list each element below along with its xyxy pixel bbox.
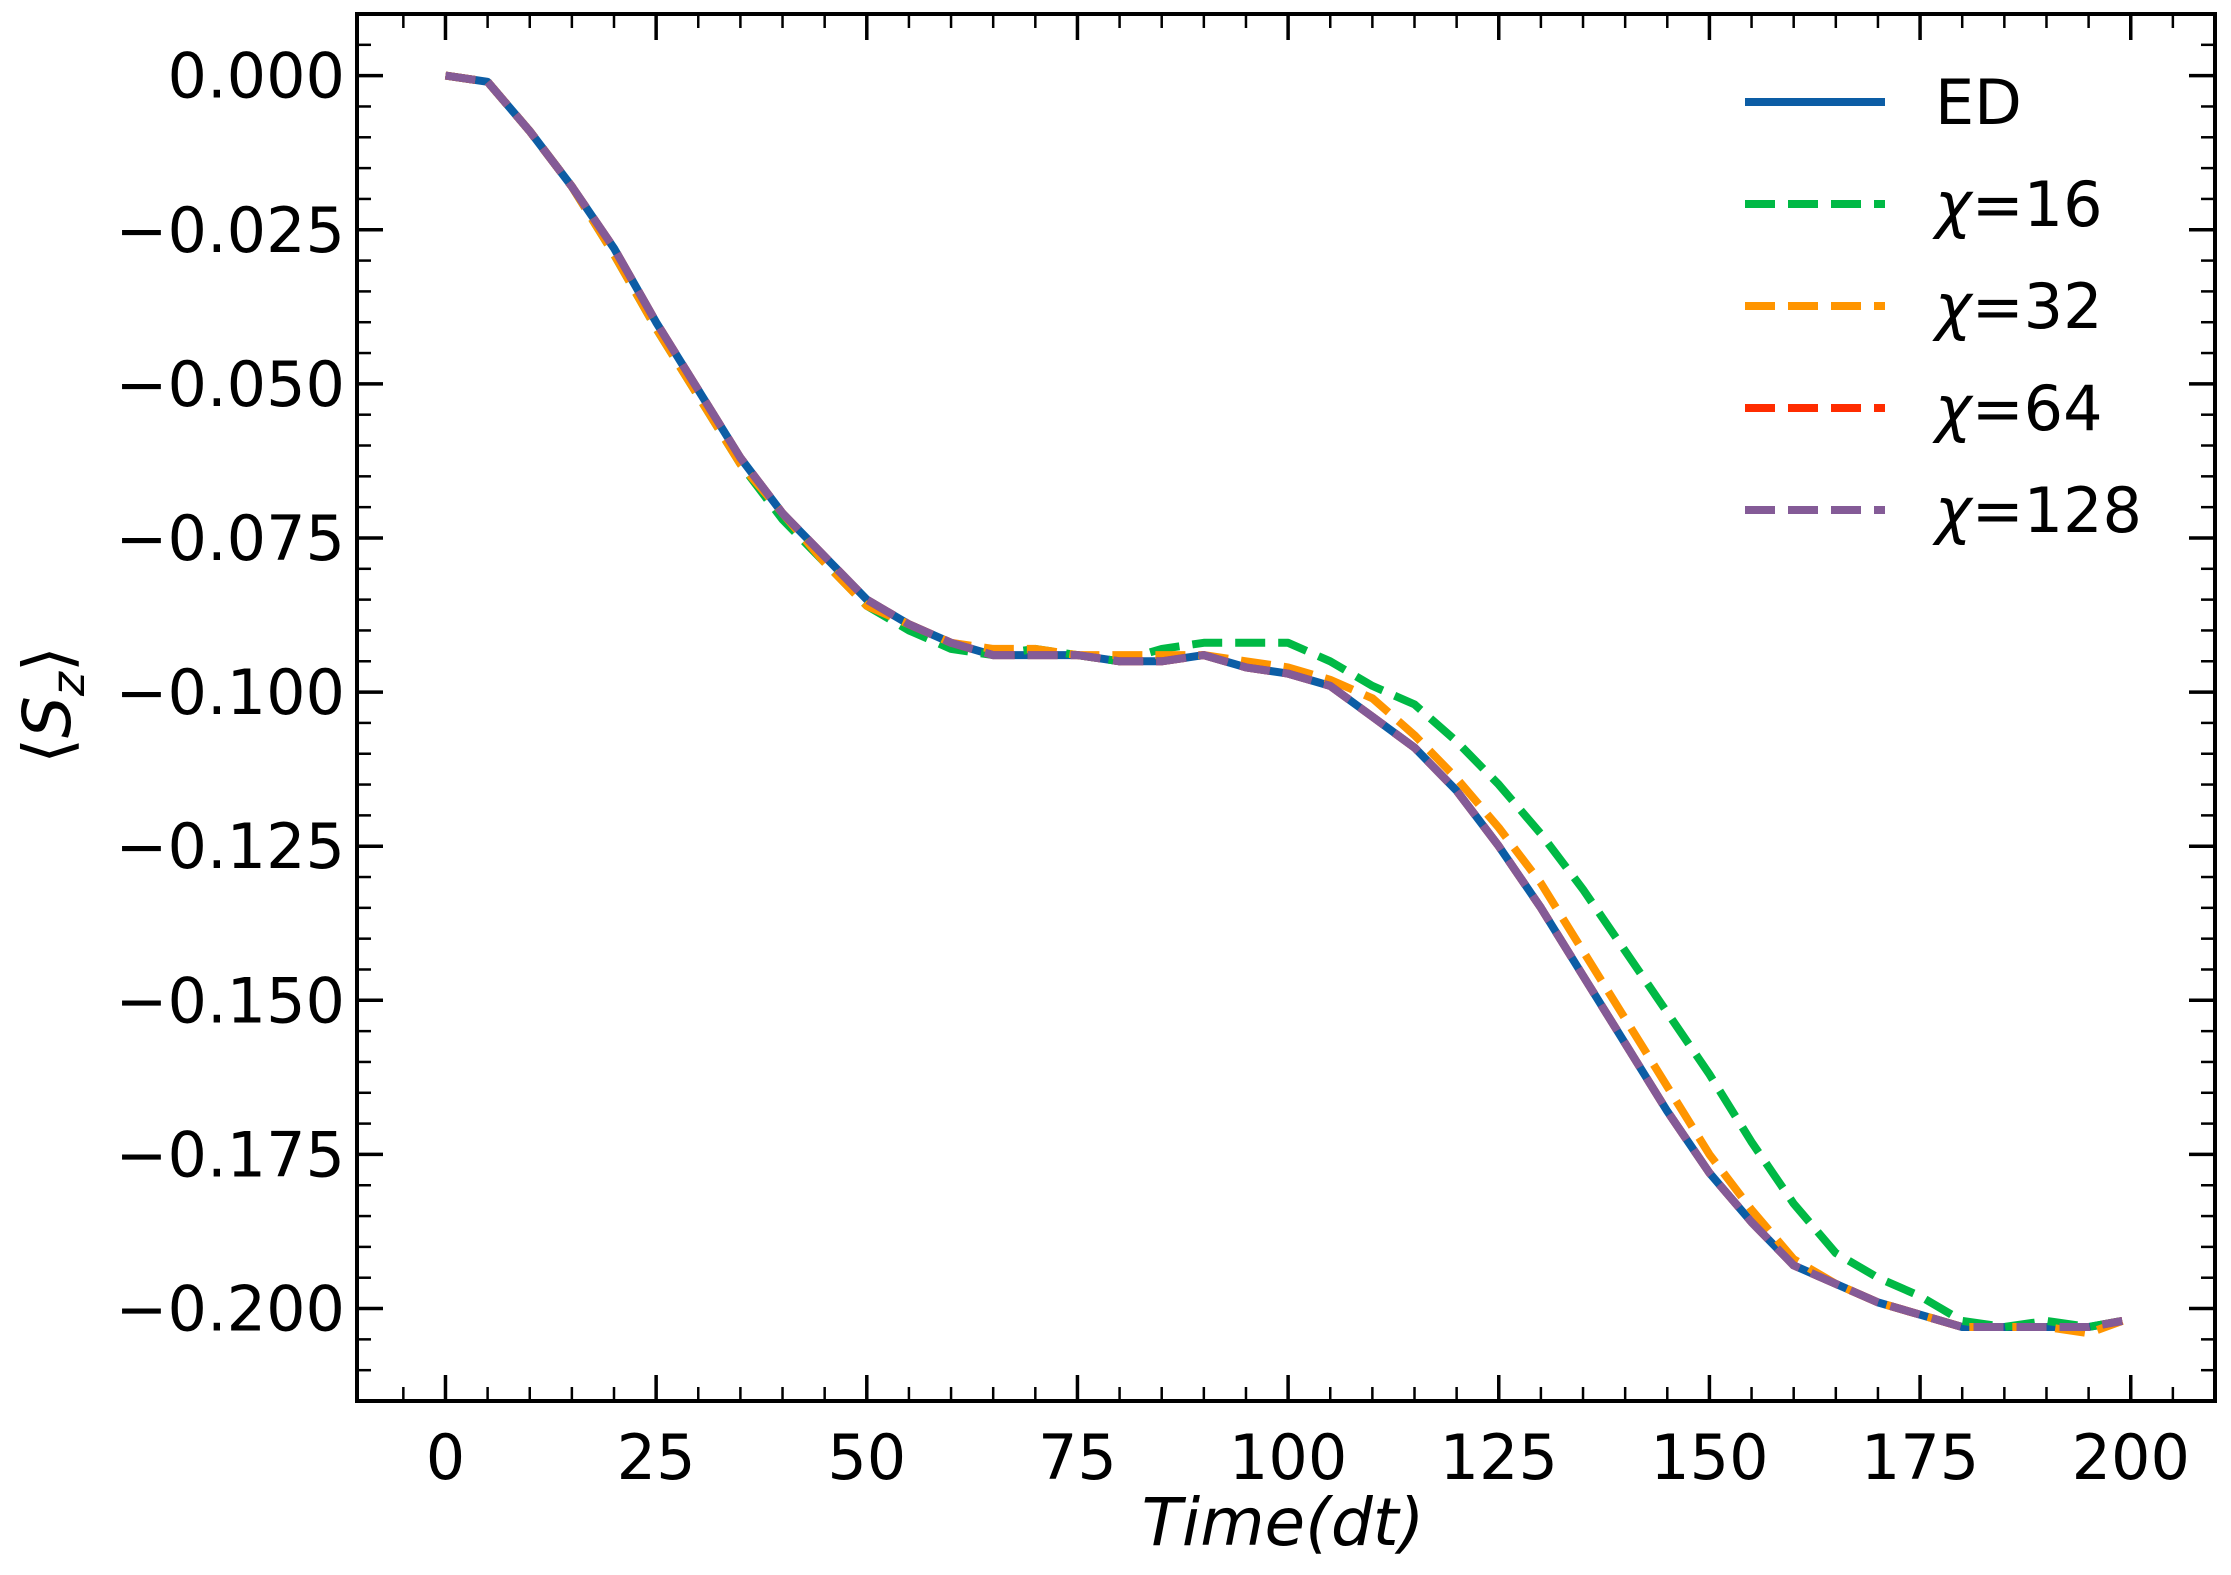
- x-tick-label: 175: [1861, 1421, 1979, 1494]
- legend-label-symbol: χ: [1932, 372, 1974, 445]
- x-tick-label: 0: [426, 1421, 465, 1494]
- x-tick-label: 125: [1440, 1421, 1558, 1494]
- legend-label-value: =64: [1972, 372, 2103, 445]
- y-axis-title-open: ⟨: [9, 738, 86, 764]
- legend: EDχ=16χ=32χ=64χ=128: [1745, 66, 2142, 547]
- svg-text:⟨Sz⟩: ⟨Sz⟩: [9, 646, 95, 764]
- series-line-chi-128: [444, 71, 2124, 1331]
- x-tick-label: 150: [1650, 1421, 1768, 1494]
- y-axis-title-sub: z: [41, 671, 95, 697]
- legend-label-symbol: χ: [1932, 270, 1974, 343]
- plot-series: [444, 71, 2124, 1338]
- x-tick-label: 200: [2072, 1421, 2190, 1494]
- plot-frame: [355, 12, 2217, 1403]
- x-tick-label: 75: [1038, 1421, 1117, 1494]
- x-tick-labels: 0 25 50 75 100 125 150 175 200: [426, 1421, 2190, 1494]
- y-tick-label: −0.125: [116, 810, 345, 883]
- legend-label-value: =128: [1972, 474, 2142, 547]
- legend-label: ED: [1935, 66, 2022, 139]
- y-axis-title: ⟨Sz⟩: [9, 646, 95, 764]
- x-tick-label: 25: [617, 1421, 696, 1494]
- y-tick-label: −0.175: [116, 1118, 345, 1191]
- legend-label: χ=16: [1932, 168, 2103, 241]
- x-axis-title: Time(dt): [1142, 1484, 1425, 1561]
- y-tick-label: −0.025: [116, 194, 345, 267]
- y-axis-title-close: ⟩: [9, 646, 86, 672]
- y-tick-labels: 0.000 −0.025 −0.050 −0.075 −0.100 −0.125 −0.15…: [116, 40, 345, 1346]
- y-tick-label: −0.200: [116, 1273, 345, 1346]
- axis-ticks: [357, 14, 2215, 1401]
- y-tick-label: 0.000: [168, 40, 346, 113]
- legend-label: χ=32: [1932, 270, 2103, 343]
- y-tick-label: −0.050: [116, 348, 345, 421]
- legend-label: χ=128: [1932, 474, 2142, 547]
- legend-label-symbol: χ: [1932, 168, 1974, 241]
- legend-label-value: =32: [1972, 270, 2103, 343]
- legend-label-value: ED: [1935, 66, 2022, 139]
- y-axis-title-main: S: [9, 696, 86, 738]
- y-tick-label: −0.150: [116, 964, 345, 1037]
- legend-label: χ=64: [1932, 372, 2103, 445]
- x-tick-label: 100: [1229, 1421, 1347, 1494]
- y-tick-label: −0.075: [116, 502, 345, 575]
- legend-label-symbol: χ: [1932, 474, 1974, 547]
- legend-label-value: =16: [1972, 168, 2103, 241]
- y-tick-label: −0.100: [116, 656, 345, 729]
- x-tick-label: 50: [827, 1421, 906, 1494]
